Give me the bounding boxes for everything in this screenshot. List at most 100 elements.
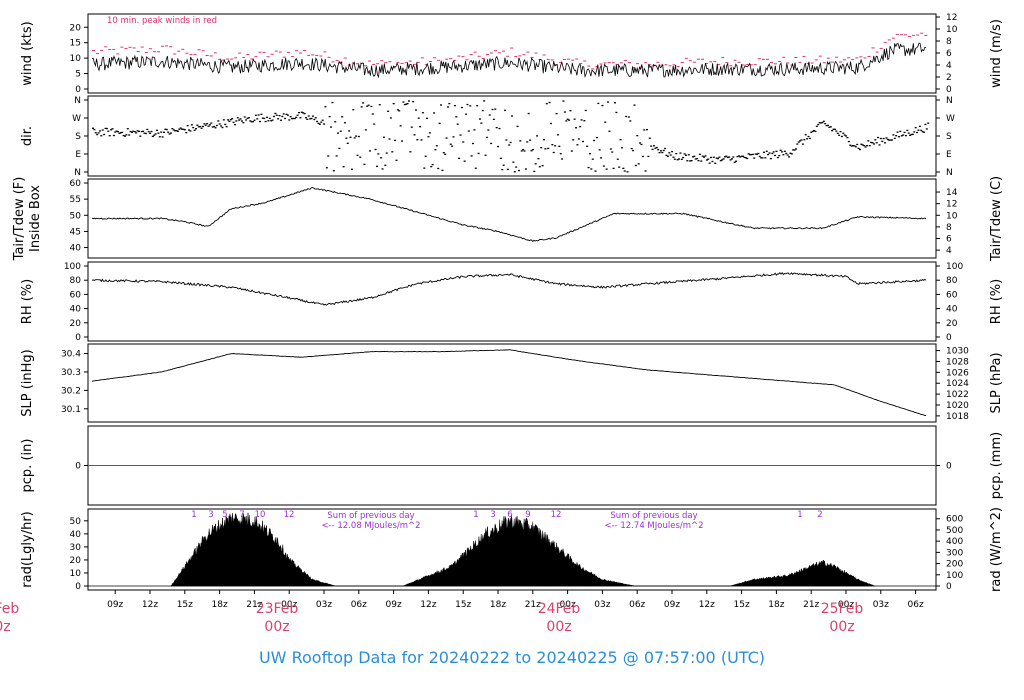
y-tick-label-left: 10 [70, 54, 82, 64]
date-label: 22Feb [0, 601, 19, 617]
y-tick-label-left: 50 [70, 517, 82, 527]
date-label: 25Feb [821, 601, 864, 617]
hour-mark: 6 [507, 510, 512, 520]
y-tick-label-right: 0 [946, 582, 952, 592]
panel-frame [87, 508, 937, 591]
y-tick-label-left: 20 [70, 319, 82, 329]
y-tick-label-left: 30.1 [61, 405, 81, 415]
y-tick-label-right: 80 [946, 276, 958, 286]
y-axis-label-right: RH (%) [989, 279, 1004, 324]
y-axis-label-left: SLP (inHg) [20, 349, 35, 417]
x-tick-label: 03z [316, 600, 332, 610]
y-tick-label-right: 8 [946, 223, 952, 233]
y-tick-label-right: 20 [946, 319, 958, 329]
date-time-label: 00z [264, 619, 289, 635]
radiation-sum-note: Sum of previous day [610, 511, 697, 521]
date-time-label: 00z [546, 619, 571, 635]
y-tick-label-left: 0 [75, 462, 81, 472]
y-tick-label-left: W [72, 114, 81, 124]
y-tick-label-right: 100 [946, 571, 963, 581]
y-tick-label-left: 10 [70, 569, 82, 579]
wind-series [92, 42, 927, 79]
hour-mark: 1 [797, 510, 802, 520]
y-tick-label-right: 14 [946, 188, 958, 198]
y-tick-label-right: 8 [946, 37, 952, 47]
x-tick-label: 06z [908, 600, 924, 610]
y-tick-label-left: E [75, 150, 81, 160]
y-axis-label-right: wind (m/s) [989, 19, 1004, 88]
hour-mark: 3 [208, 510, 213, 520]
y-tick-label-right: 1030 [946, 347, 969, 357]
panel-pcp: pcp. (in) pcp. (mm) 0 0 [20, 425, 1004, 506]
hour-mark: 1 [473, 510, 478, 520]
y-tick-label-right: 600 [946, 515, 963, 525]
x-tick-label: 06z [629, 600, 645, 610]
hour-mark: 7 [239, 510, 244, 520]
x-tick-label: 18z [768, 600, 784, 610]
y-tick-label-right: 4 [946, 61, 952, 71]
y-tick-label-right: N [946, 168, 953, 178]
panel-temp: Tair/Tdew (F) Inside Box Tair/Tdew (C)4045… [12, 176, 1004, 262]
y-tick-label-left: 40 [70, 530, 82, 540]
y-tick-label-right: 1020 [946, 401, 969, 411]
panel-frame [87, 178, 937, 259]
y-axis-label-left: Tair/Tdew (F) [12, 177, 27, 262]
y-tick-label-left: 20 [70, 23, 82, 33]
y-tick-label-right: S [946, 132, 952, 142]
radiation-sum-value: <-- 12.08 MJoules/m^2 [321, 521, 420, 531]
date-time-label: 00z [829, 619, 854, 635]
y-tick-label-left: 40 [70, 244, 82, 254]
y-tick-label-left: 0 [75, 85, 81, 95]
y-axis-label-right: pcp. (mm) [989, 432, 1004, 499]
x-tick-label: 03z [873, 600, 889, 610]
x-tick-label: 18z [490, 600, 506, 610]
y-tick-label-right: 1024 [946, 379, 969, 389]
y-tick-label-right: 0 [946, 85, 952, 95]
y-tick-label-right: 200 [946, 560, 963, 570]
x-tick-label: 15z [734, 600, 750, 610]
page-title: UW Rooftop Data for 20240222 to 20240225… [258, 648, 766, 667]
y-tick-label-right: 1022 [946, 390, 969, 400]
hour-mark: 3 [490, 510, 495, 520]
hour-mark: 2 [817, 510, 822, 520]
y-tick-label-right: 500 [946, 526, 963, 536]
rh-series [91, 271, 927, 306]
y-tick-label-left: 60 [70, 290, 82, 300]
hour-mark: 1 [191, 510, 196, 520]
y-tick-label-left: S [75, 132, 81, 142]
slp-series [91, 349, 927, 417]
x-tick-label: 00z [838, 600, 854, 610]
y-tick-label-left: 45 [70, 227, 81, 237]
y-tick-label-right: 12 [946, 200, 957, 210]
hour-mark: 9 [525, 510, 530, 520]
y-tick-label-left: 15 [70, 39, 81, 49]
y-tick-label-right: 100 [946, 262, 963, 272]
y-tick-label-right: 1018 [946, 412, 969, 422]
y-tick-label-right: 12 [946, 13, 957, 23]
y-tick-label-left: N [74, 96, 81, 106]
temp-series [91, 187, 927, 243]
y-axis-label-left: RH (%) [20, 279, 35, 324]
panel-wind: wind (kts) wind (m/s) 0 5 10 15 20 0 2 4 6 8 10 12 10 … [20, 13, 1004, 95]
y-tick-label-right: E [946, 150, 952, 160]
y-tick-label-right: 60 [946, 290, 958, 300]
panel-slp: SLP (inHg) SLP (hPa)30.130.230.330.410181… [20, 343, 1004, 423]
date-time-label: 00z [0, 619, 11, 635]
x-tick-label: 09z [386, 600, 402, 610]
y-tick-label-right: 0 [946, 333, 952, 343]
x-tick-label: 12z [420, 600, 436, 610]
y-tick-label-left: 0 [75, 582, 81, 592]
x-tick-label: 21z [246, 600, 262, 610]
y-tick-label-right: 6 [946, 235, 952, 245]
panel-rad: rad(Lgly/hr) rad (W/m^2)01020304050010020… [20, 507, 1004, 592]
y-axis-label-left: dir. [20, 126, 35, 146]
x-tick-label: 12z [699, 600, 715, 610]
y-tick-label-left: N [74, 168, 81, 178]
y-tick-label-right: 1026 [946, 368, 969, 378]
y-tick-label-right: 4 [946, 246, 952, 256]
y-tick-label-right: 6 [946, 49, 952, 59]
y-tick-label-left: 100 [64, 262, 81, 272]
x-tick-label: 03z [594, 600, 610, 610]
y-tick-label-right: W [946, 114, 955, 124]
